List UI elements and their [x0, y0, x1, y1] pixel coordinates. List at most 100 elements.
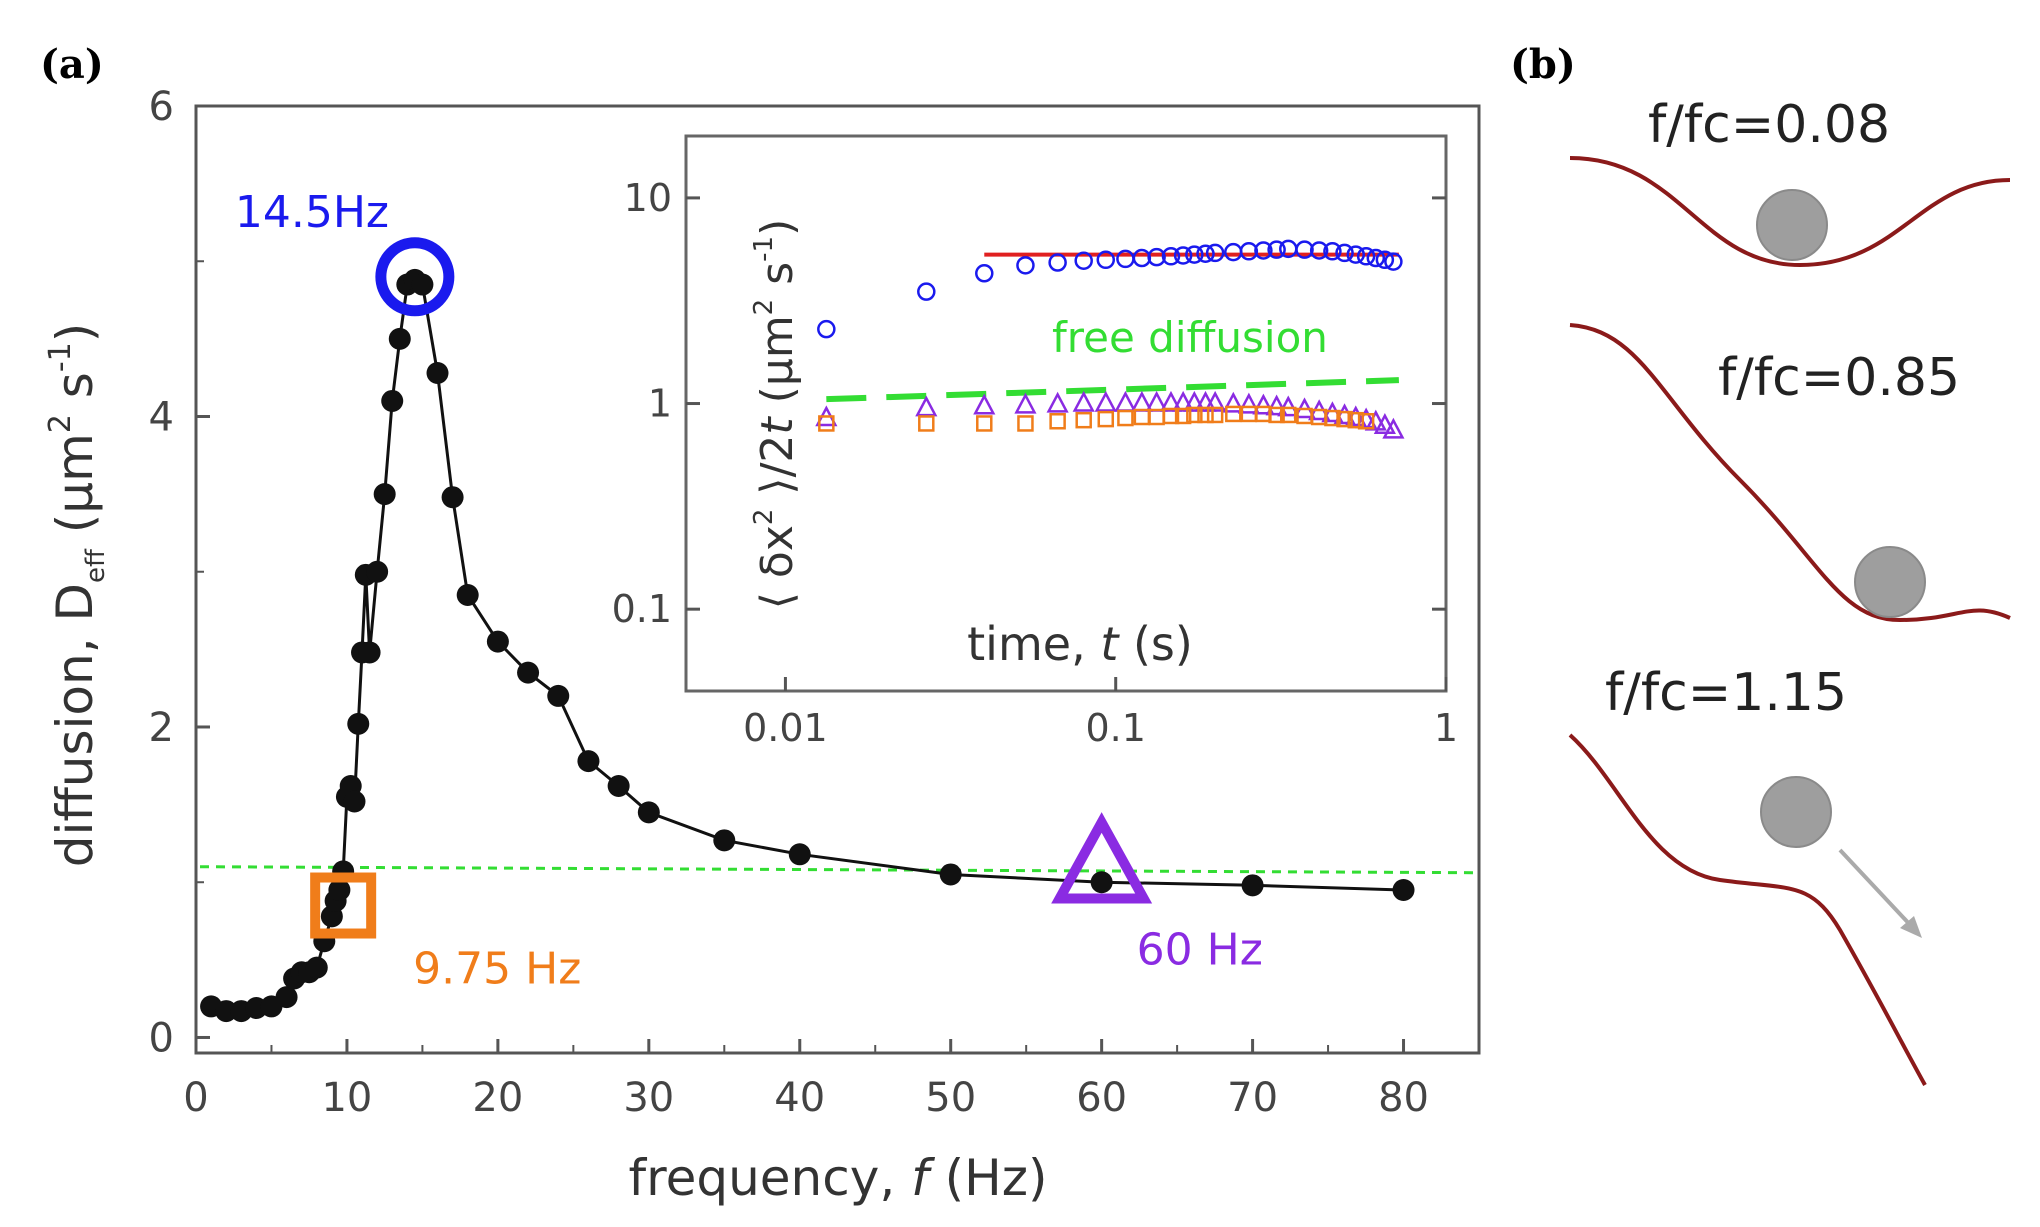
x-tick-label: 60: [1076, 1075, 1127, 1121]
particle: [1756, 189, 1828, 261]
inset-point-square: [1017, 415, 1034, 432]
data-point: [343, 790, 366, 813]
x-tick-label: 0: [183, 1075, 208, 1121]
inset-point-circle: [1147, 247, 1166, 267]
inset-tick-labels: 0.01 0.1 1 0.1 1 10: [612, 176, 1459, 750]
x-tick-label: 80: [1378, 1075, 1429, 1121]
data-point: [411, 273, 434, 296]
inset-point-square: [1075, 411, 1092, 429]
data-point: [373, 483, 396, 506]
inset-point-circle: [1185, 245, 1204, 264]
inset-point-square: [1097, 410, 1115, 428]
inset-y-tick-label: 10: [624, 176, 672, 220]
panel-b: f/fc=0.08 f/fc=0.85 f/fc=1.15: [1568, 95, 2011, 1086]
data-point: [1392, 878, 1415, 901]
x-tick-label: 10: [321, 1075, 372, 1121]
inset-point-square: [1049, 413, 1066, 430]
inset-y-axis-label: ⟨ δx2 ⟩/2t (μm2 s-1): [749, 219, 803, 610]
inset-point-square: [1225, 405, 1242, 423]
inset-point-circle: [1335, 243, 1354, 263]
inset-point-triangle: [1159, 390, 1183, 412]
x-tick-label: 30: [623, 1075, 674, 1121]
particle: [1854, 546, 1926, 618]
data-point: [215, 1000, 238, 1023]
inset-point-square: [918, 415, 935, 432]
inset-plot-frame: [684, 134, 1448, 693]
inset-point-circle: [1205, 243, 1225, 263]
inset-point-triangle: [1222, 391, 1245, 413]
main-ticks: [194, 104, 1406, 1053]
panel-label-b: (b): [1510, 41, 1576, 88]
data-point: [347, 712, 370, 735]
inset-free-diffusion-line: [826, 377, 1399, 403]
data-point: [358, 641, 381, 664]
inset-point-circle: [1356, 247, 1376, 266]
free-diffusion-reference-line: [199, 865, 1476, 875]
inset-point-square: [1268, 406, 1285, 424]
inset-point-circle: [1309, 241, 1329, 260]
data-point: [1090, 871, 1113, 894]
inset-chart: 0.01 0.1 1 0.1 1 10 free diffusion time, t (s…: [612, 134, 1459, 750]
inset-point-circle: [1048, 253, 1067, 272]
inset-point-triangle: [1237, 392, 1260, 414]
inset-point-circle: [1346, 245, 1365, 264]
inset-x-tick-label: 0.1: [1085, 706, 1145, 750]
data-point: [788, 843, 811, 866]
inset-point-circle: [1384, 252, 1403, 271]
inset-point-triangle: [1046, 391, 1069, 413]
data-point: [305, 956, 328, 979]
motion-arrow: [1838, 848, 1917, 932]
inset-point-circle: [1375, 250, 1395, 270]
inset-point-circle: [1096, 250, 1116, 270]
data-point: [939, 863, 962, 886]
inset-point-triangle: [1183, 390, 1206, 412]
inset-point-circle: [975, 264, 994, 283]
potential-item-3: f/fc=1.15: [1568, 663, 1927, 1086]
highlight-circle: [375, 237, 455, 317]
inset-point-circle: [1323, 242, 1342, 261]
inset-point-square: [1174, 407, 1192, 425]
data-point: [426, 362, 449, 385]
particle: [1760, 776, 1832, 848]
inset-point-triangle: [1382, 417, 1405, 439]
inset-point-square: [976, 415, 993, 432]
data-point: [607, 774, 630, 797]
main-tick-labels: 0 10 20 30 40 50 60 70 80 0 2 4 6: [149, 84, 1429, 1121]
potential-curve: [1568, 733, 1927, 1086]
y-tick-label: 2: [149, 705, 174, 751]
inset-point-circle: [917, 282, 936, 301]
data-point: [1241, 874, 1264, 897]
potential-curve: [1569, 323, 2011, 623]
data-point: [381, 389, 404, 412]
main-y-axis-label: diffusion, Deff (μm2 s-1): [43, 323, 111, 868]
inset-point-triangle: [973, 393, 996, 415]
panel-label-a: (a): [40, 41, 104, 88]
x-tick-label: 50: [925, 1075, 976, 1121]
inset-x-axis-label: time, t (s): [967, 617, 1193, 671]
inset-y-tick-label: 1: [648, 382, 672, 426]
x-tick-label: 20: [472, 1075, 523, 1121]
inset-point-triangle: [1265, 394, 1288, 416]
main-highlights: 9.75 Hz 14.5Hz 60 Hz: [235, 187, 1263, 995]
highlight-square: [310, 872, 377, 939]
inset-point-square: [1206, 406, 1224, 424]
inset-free-diffusion-annotation: free diffusion: [1052, 313, 1328, 362]
inset-point-square: [1186, 406, 1203, 424]
main-x-axis-label: frequency, f (Hz): [629, 1149, 1048, 1207]
data-point: [456, 584, 479, 607]
data-point: [547, 684, 570, 707]
inset-point-circle: [1173, 246, 1193, 265]
inset-point-square: [1162, 407, 1180, 425]
inset-series-points: [815, 239, 1405, 439]
inset-point-triangle: [1252, 393, 1275, 415]
inset-point-circle: [1016, 256, 1035, 275]
inset-point-square: [818, 415, 835, 432]
inset-point-square: [1117, 409, 1134, 427]
y-tick-label: 4: [149, 394, 174, 440]
highlight-label: 14.5Hz: [235, 187, 389, 238]
inset-x-tick-label: 1: [1434, 706, 1458, 750]
y-tick-label: 0: [149, 1015, 174, 1061]
inset-point-triangle: [1204, 390, 1227, 412]
inset-point-square: [1280, 406, 1297, 424]
